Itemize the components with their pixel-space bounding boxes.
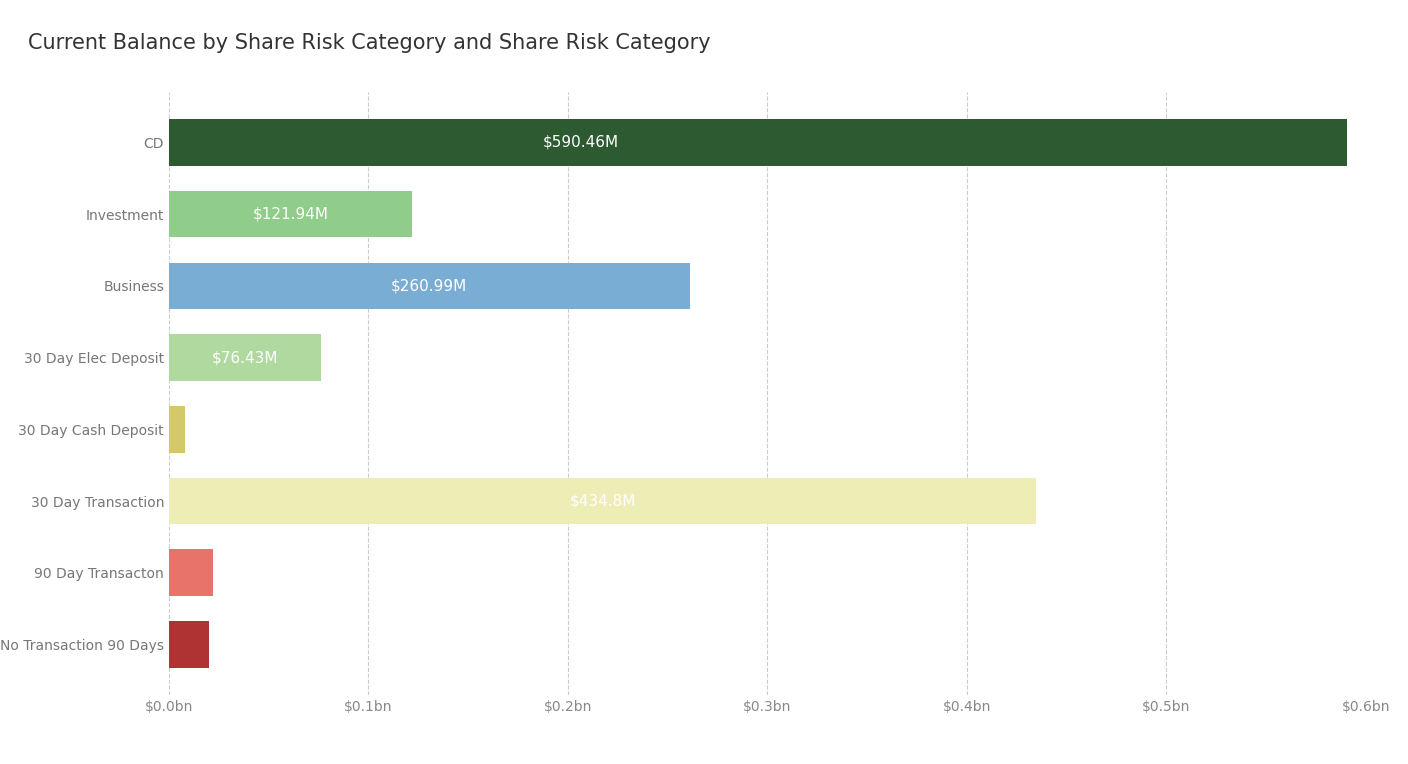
Bar xyxy=(169,335,321,381)
Bar xyxy=(169,549,213,596)
Bar xyxy=(169,263,690,309)
Text: $76.43M: $76.43M xyxy=(213,350,279,365)
Bar xyxy=(169,191,413,238)
Bar xyxy=(169,119,1346,166)
Text: $121.94M: $121.94M xyxy=(252,206,328,222)
Text: $434.8M: $434.8M xyxy=(569,494,636,509)
Text: $590.46M: $590.46M xyxy=(543,135,620,150)
Bar xyxy=(169,621,208,668)
Bar xyxy=(169,406,184,452)
Text: Current Balance by Share Risk Category and Share Risk Category: Current Balance by Share Risk Category a… xyxy=(28,34,711,53)
Text: $260.99M: $260.99M xyxy=(391,278,467,293)
Bar xyxy=(169,478,1036,524)
